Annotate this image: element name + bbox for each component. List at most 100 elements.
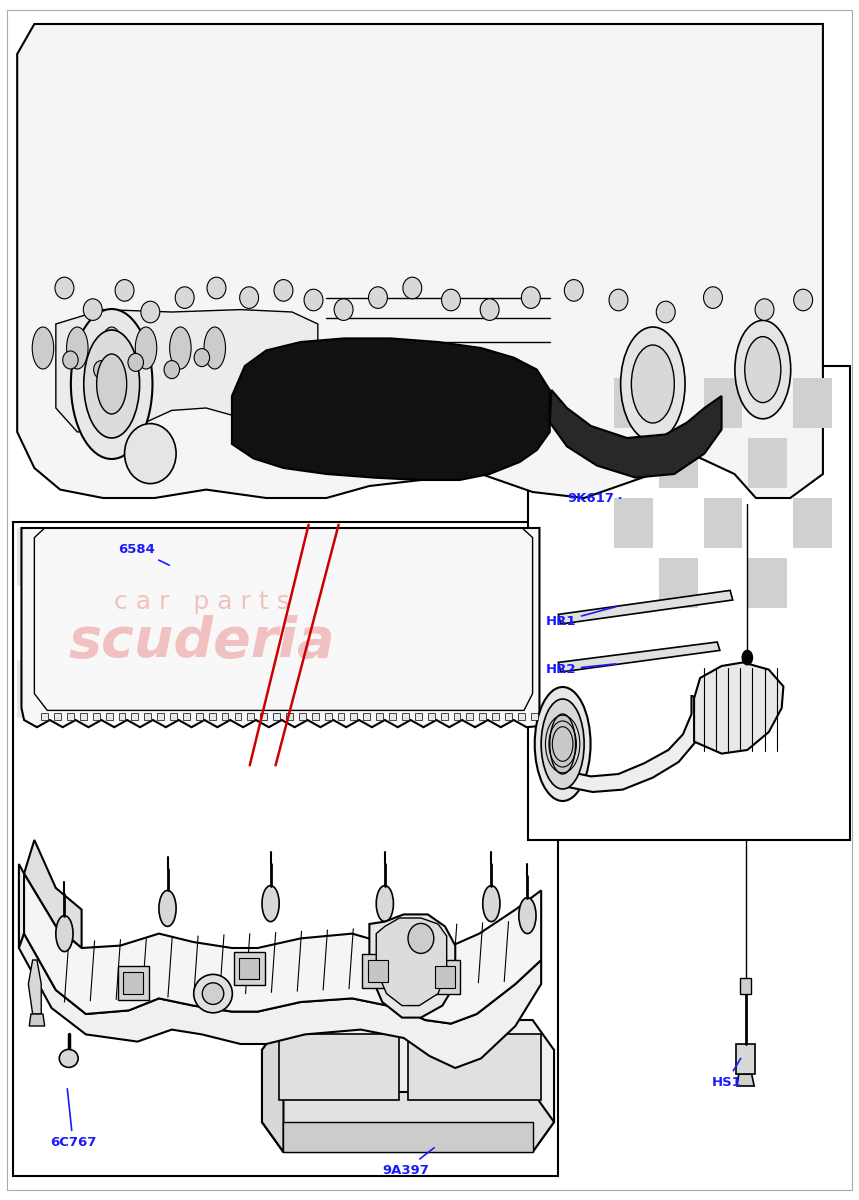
Bar <box>123 972 143 994</box>
Polygon shape <box>56 310 318 432</box>
Bar <box>748 558 787 608</box>
Bar <box>415 713 422 720</box>
Bar <box>129 528 176 586</box>
Bar <box>736 1044 755 1074</box>
Bar <box>376 713 383 720</box>
Bar <box>614 498 653 548</box>
Bar <box>17 660 64 718</box>
Ellipse shape <box>274 280 293 301</box>
Ellipse shape <box>94 360 109 379</box>
Bar <box>704 498 742 548</box>
Ellipse shape <box>175 287 194 308</box>
Ellipse shape <box>631 346 674 424</box>
Ellipse shape <box>541 698 584 790</box>
Bar <box>454 713 460 720</box>
Bar <box>170 713 177 720</box>
Polygon shape <box>694 662 783 754</box>
Ellipse shape <box>521 287 540 308</box>
Ellipse shape <box>480 299 499 320</box>
Bar <box>279 1034 399 1100</box>
Ellipse shape <box>550 714 576 774</box>
Bar <box>518 713 525 720</box>
Bar <box>286 713 293 720</box>
Ellipse shape <box>207 277 226 299</box>
Bar <box>129 660 176 718</box>
Ellipse shape <box>704 287 722 308</box>
Ellipse shape <box>403 277 422 299</box>
Bar <box>247 713 254 720</box>
Text: 6584: 6584 <box>119 544 169 565</box>
Polygon shape <box>550 390 722 478</box>
Text: 6C767: 6C767 <box>50 1088 96 1148</box>
Bar <box>362 954 393 988</box>
Bar <box>41 713 48 720</box>
Polygon shape <box>262 1020 283 1152</box>
Bar <box>402 713 409 720</box>
Ellipse shape <box>334 299 353 320</box>
Ellipse shape <box>620 326 685 442</box>
Ellipse shape <box>609 289 628 311</box>
Bar <box>505 713 512 720</box>
Bar <box>389 713 396 720</box>
Bar <box>157 713 164 720</box>
Ellipse shape <box>55 277 74 299</box>
Ellipse shape <box>656 301 675 323</box>
Polygon shape <box>232 338 550 480</box>
Bar <box>659 438 698 488</box>
Ellipse shape <box>96 354 127 414</box>
Polygon shape <box>24 874 541 1024</box>
Bar <box>368 960 388 982</box>
Bar <box>793 498 832 548</box>
Bar <box>312 713 319 720</box>
Bar <box>479 713 486 720</box>
Bar <box>241 660 288 718</box>
Bar <box>408 1034 541 1100</box>
Ellipse shape <box>735 320 790 419</box>
Ellipse shape <box>755 299 774 320</box>
Ellipse shape <box>519 898 536 934</box>
Ellipse shape <box>193 974 232 1013</box>
Bar <box>131 713 138 720</box>
Ellipse shape <box>376 886 393 922</box>
Polygon shape <box>19 864 56 990</box>
Ellipse shape <box>66 326 88 370</box>
Ellipse shape <box>83 330 139 438</box>
Bar <box>466 713 473 720</box>
Bar <box>17 528 64 586</box>
Bar <box>338 713 344 720</box>
Polygon shape <box>28 960 41 1014</box>
Ellipse shape <box>534 686 591 802</box>
Bar <box>793 378 832 428</box>
Bar <box>435 966 455 988</box>
Ellipse shape <box>164 360 180 379</box>
Polygon shape <box>737 1074 754 1086</box>
Bar <box>531 713 538 720</box>
Ellipse shape <box>442 289 460 311</box>
Ellipse shape <box>115 280 134 301</box>
Bar <box>235 713 241 720</box>
Bar <box>209 713 216 720</box>
Text: HR2: HR2 <box>545 664 616 676</box>
Ellipse shape <box>369 287 387 308</box>
Polygon shape <box>29 1014 45 1026</box>
Bar <box>363 713 370 720</box>
Bar <box>196 713 203 720</box>
Ellipse shape <box>742 650 752 665</box>
Bar <box>185 594 232 652</box>
Bar <box>183 713 190 720</box>
Bar <box>234 952 265 985</box>
Ellipse shape <box>564 280 583 301</box>
Ellipse shape <box>408 924 434 953</box>
Ellipse shape <box>128 353 143 372</box>
Polygon shape <box>21 528 539 727</box>
Ellipse shape <box>483 886 500 922</box>
Bar <box>80 713 87 720</box>
Ellipse shape <box>83 299 102 320</box>
Ellipse shape <box>240 287 259 308</box>
Ellipse shape <box>304 289 323 311</box>
Ellipse shape <box>135 326 156 370</box>
Ellipse shape <box>794 289 813 311</box>
Bar <box>352 660 399 718</box>
Bar <box>13 522 558 1176</box>
Bar <box>528 366 850 840</box>
